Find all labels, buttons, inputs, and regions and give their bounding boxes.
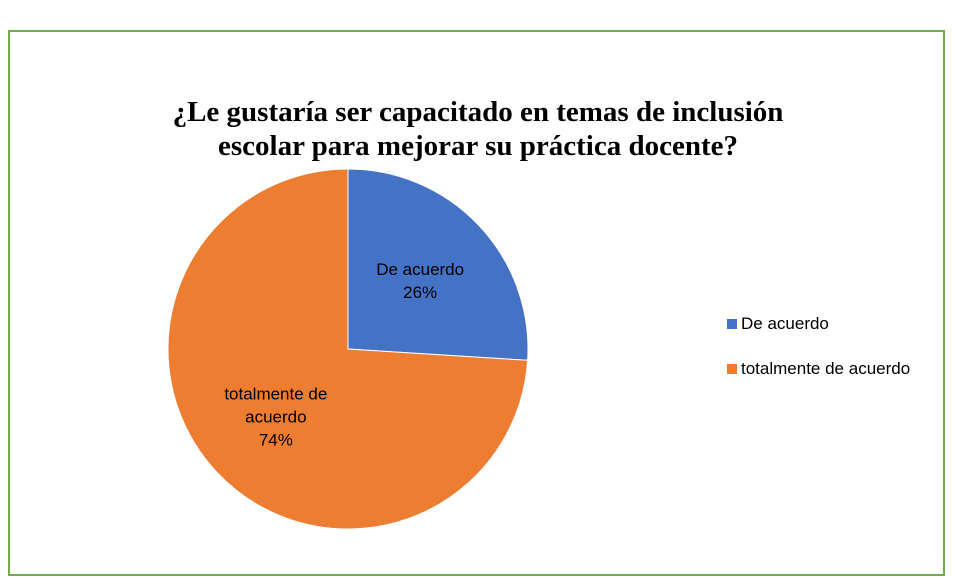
chart-title: ¿Le gustaría ser capacitado en temas de …: [172, 96, 784, 162]
chart-frame: [8, 30, 945, 576]
legend-swatch: [727, 364, 737, 374]
data-label: totalmente de acuerdo 74%: [201, 382, 351, 451]
data-label-category: De acuerdo: [376, 260, 465, 280]
legend-swatch: [727, 319, 737, 329]
data-label-value: 74%: [258, 430, 293, 450]
legend-item: De acuerdo: [727, 314, 829, 334]
pie-slice: [347, 168, 529, 361]
legend-label: totalmente de acuerdo: [741, 359, 911, 378]
data-label-category: totalmente de acuerdo: [224, 384, 328, 427]
data-label: De acuerdo 26%: [345, 258, 495, 304]
pie-slice: [167, 168, 529, 530]
legend-item: totalmente de acuerdo: [727, 359, 910, 379]
legend-label: De acuerdo: [741, 314, 829, 333]
data-label-value: 26%: [403, 283, 438, 303]
